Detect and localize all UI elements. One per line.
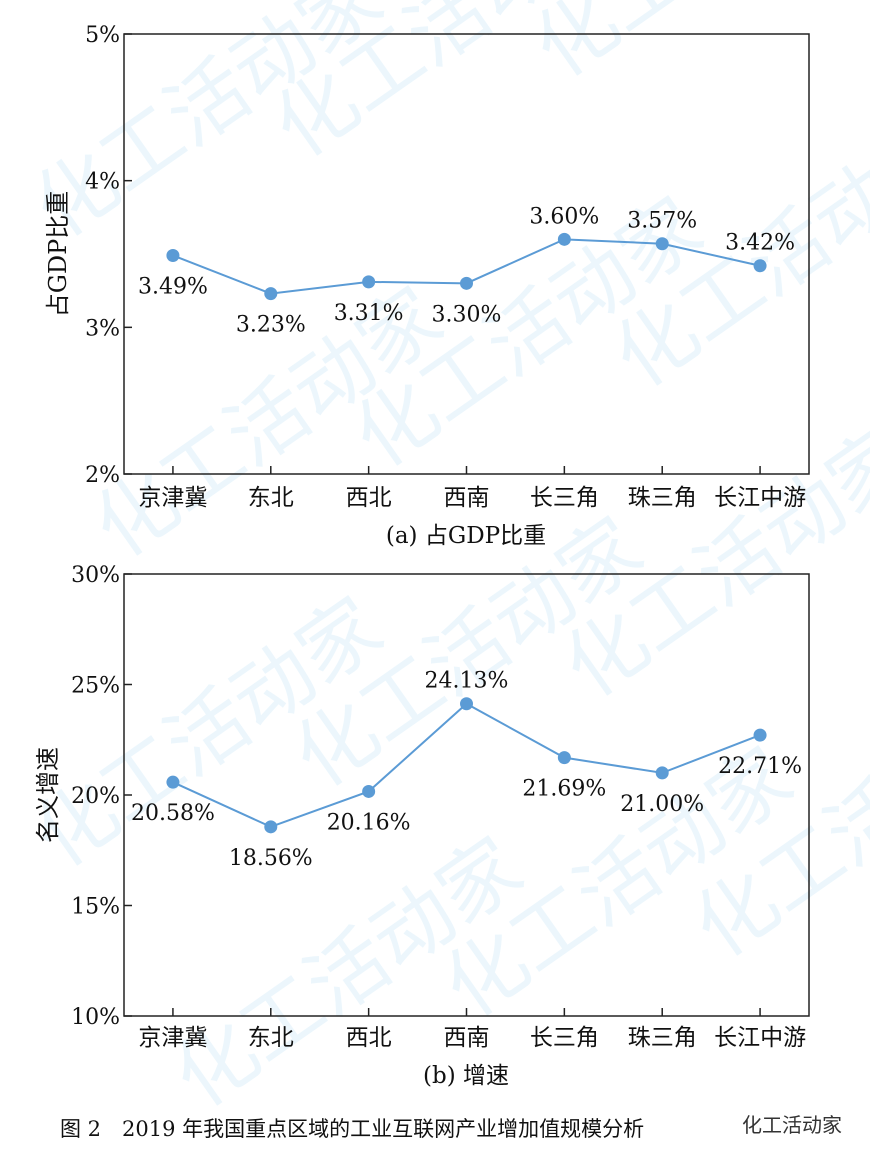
chart-b-data-label: 22.71%: [718, 754, 802, 779]
chart-a-data-point: [557, 232, 571, 246]
chart-a-data-label: 3.60%: [529, 204, 599, 229]
chart-a-category-label: 长三角: [530, 485, 599, 511]
chart-a-data-label: 3.42%: [725, 231, 795, 256]
chart-b-category-label: 西北: [346, 1025, 392, 1051]
chart-b-data-point: [655, 766, 669, 780]
chart-b-data-point: [166, 775, 180, 789]
chart-b-category-label: 珠三角: [628, 1025, 697, 1051]
chart-b-ytick-label: 30%: [71, 563, 120, 588]
chart-b-data-point: [557, 751, 571, 765]
chart-b-data-point: [460, 697, 473, 711]
chart-b-data-label: 20.58%: [131, 801, 215, 826]
chart-b-data-label: 21.00%: [620, 792, 704, 817]
chart-a-data-point: [460, 276, 473, 290]
chart-a-data-label: 3.30%: [432, 302, 502, 327]
chart-a-data-label: 3.31%: [334, 301, 404, 326]
chart-b-caption: (b) 增速: [423, 1063, 509, 1089]
chart-b-category-label: 东北: [248, 1025, 294, 1051]
chart-b-data-label: 18.56%: [229, 846, 313, 871]
brand-mark: 化工活动家: [742, 1113, 842, 1137]
chart-b-data-label: 24.13%: [425, 669, 509, 694]
chart-a-caption: (a) 占GDP比重: [386, 523, 546, 549]
chart-a-data-label: 3.57%: [627, 209, 697, 234]
chart-a-data-point: [264, 287, 278, 301]
chart-b-data-label: 20.16%: [327, 810, 411, 835]
chart-a-ytick-label: 5%: [85, 23, 120, 48]
chart-a-data-point: [753, 259, 767, 273]
chart-b-data-label: 21.69%: [522, 777, 606, 802]
chart-a-data-point: [655, 237, 669, 251]
chart-a-data-label: 3.49%: [138, 274, 208, 299]
chart-a-ytick-label: 3%: [85, 316, 120, 341]
chart-a: 占GDP比重 (a) 占GDP比重 2% 3% 4% 5% 京津冀 东北 西北 西南 长三角 珠三…: [44, 23, 810, 549]
chart-a-category-label: 东北: [248, 485, 294, 511]
chart-b-data-point: [362, 784, 376, 798]
chart-b-ytick-label: 25%: [71, 674, 120, 699]
chart-a-category-label: 京津冀: [138, 485, 207, 511]
chart-a-ytick-label: 4%: [85, 170, 120, 195]
chart-a-data-label: 3.23%: [236, 313, 306, 338]
chart-b-ytick-label: 20%: [71, 784, 120, 809]
chart-a-data-point: [362, 275, 376, 289]
chart-b-data-point: [264, 820, 278, 834]
figure-caption: 图 2 2019 年我国重点区域的工业互联网产业增加值规模分析: [60, 1117, 644, 1141]
watermark-layer: 化工活动家化工活动家化工活动家化工活动家化工活动家化工活动家化工活动家化工活动家…: [18, 0, 870, 1126]
chart-b: 名义增速 (b) 增速 10% 15% 20% 25% 30% 京津冀 东北 西北 西南 长三角 珠…: [34, 563, 810, 1089]
chart-b-data-point: [753, 728, 767, 742]
chart-b-ytick-label: 10%: [71, 1005, 120, 1030]
chart-a-ytick-label: 2%: [85, 463, 120, 488]
chart-a-category-label: 西南: [444, 485, 490, 511]
chart-a-category-label: 西北: [346, 485, 392, 511]
chart-b-category-label: 长江中游: [714, 1025, 806, 1051]
chart-b-category-label: 长三角: [530, 1025, 599, 1051]
watermark-text: 化工活动家: [518, 0, 870, 96]
chart-b-category-label: 西南: [444, 1025, 490, 1051]
chart-b-category-label: 京津冀: [138, 1025, 207, 1051]
chart-a-ylabel: 占GDP比重: [44, 191, 72, 318]
chart-b-ylabel: 名义增速: [34, 747, 62, 843]
chart-a-category-label: 珠三角: [628, 485, 697, 511]
chart-b-ytick-label: 15%: [71, 895, 120, 920]
chart-a-category-label: 长江中游: [714, 485, 806, 511]
chart-a-data-point: [166, 248, 180, 262]
